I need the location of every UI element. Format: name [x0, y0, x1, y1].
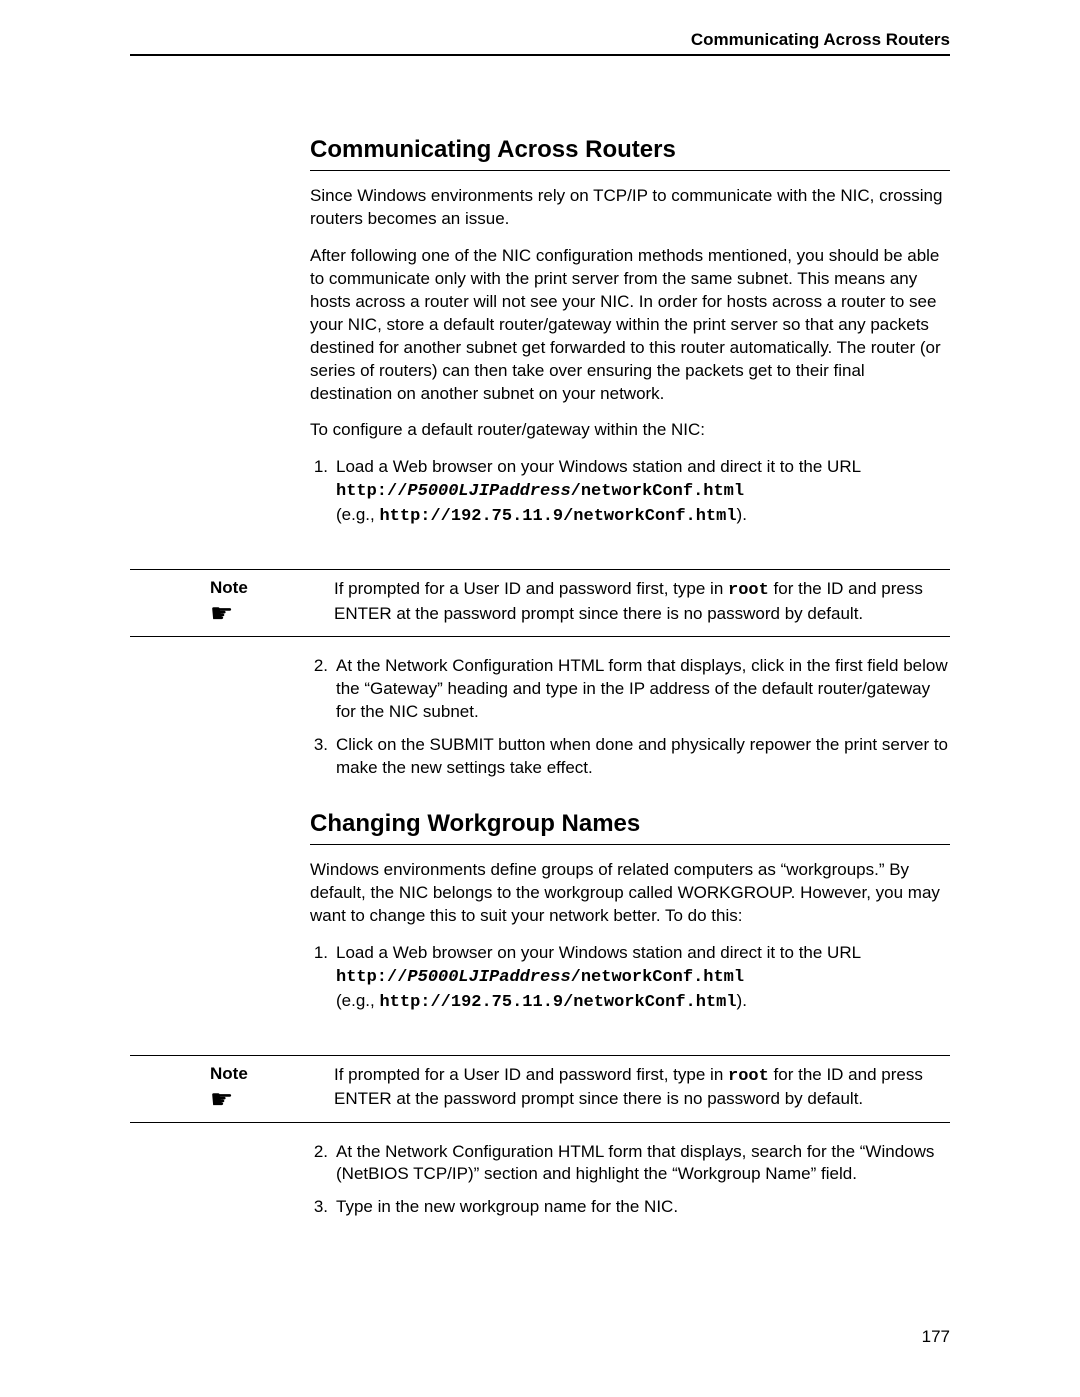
- text: If prompted for a User ID and password f…: [334, 1065, 728, 1084]
- text: (e.g.,: [336, 505, 379, 524]
- page-header: Communicating Across Routers: [130, 50, 950, 56]
- url-var: P5000LJIPaddress: [407, 482, 570, 501]
- point-hand-icon: ☛: [210, 1086, 310, 1112]
- step-2: 2. At the Network Configuration HTML for…: [310, 655, 950, 724]
- text: Load a Web browser on your Windows stati…: [336, 943, 860, 962]
- note-block: Note ☛ If prompted for a User ID and pas…: [130, 569, 950, 637]
- step-2: 2. At the Network Configuration HTML for…: [310, 1141, 950, 1187]
- paragraph: After following one of the NIC configura…: [310, 245, 950, 406]
- text: If prompted for a User ID and password f…: [334, 579, 728, 598]
- note-body: If prompted for a User ID and password f…: [310, 1064, 950, 1112]
- code-text: root: [728, 581, 769, 600]
- list-body: Click on the SUBMIT button when done and…: [336, 734, 950, 780]
- list-number: 1.: [310, 942, 336, 1015]
- list-body: Type in the new workgroup name for the N…: [336, 1196, 950, 1219]
- note-label: Note: [210, 1064, 310, 1084]
- running-title: Communicating Across Routers: [130, 30, 950, 54]
- code-text: root: [728, 1067, 769, 1086]
- list-body: At the Network Configuration HTML form t…: [336, 1141, 950, 1187]
- text: Load a Web browser on your Windows stati…: [336, 457, 860, 476]
- list-body: Load a Web browser on your Windows stati…: [336, 942, 950, 1015]
- paragraph: To configure a default router/gateway wi…: [310, 419, 950, 442]
- step-1: 1. Load a Web browser on your Windows st…: [310, 456, 950, 529]
- note-block: Note ☛ If prompted for a User ID and pas…: [130, 1055, 950, 1123]
- list-number: 3.: [310, 734, 336, 780]
- url-text: http://192.75.11.9/networkConf.html: [379, 993, 736, 1012]
- point-hand-icon: ☛: [210, 600, 310, 626]
- url-text: /networkConf.html: [571, 968, 744, 987]
- text: ).: [737, 991, 747, 1010]
- step-3: 3. Click on the SUBMIT button when done …: [310, 734, 950, 780]
- list-body: At the Network Configuration HTML form t…: [336, 655, 950, 724]
- paragraph: Since Windows environments rely on TCP/I…: [310, 185, 950, 231]
- page-number: 177: [922, 1327, 950, 1347]
- step-1: 1. Load a Web browser on your Windows st…: [310, 942, 950, 1015]
- list-number: 1.: [310, 456, 336, 529]
- note-body: If prompted for a User ID and password f…: [310, 578, 950, 626]
- text: (e.g.,: [336, 991, 379, 1010]
- url-text: http://192.75.11.9/networkConf.html: [379, 507, 736, 526]
- section-title-workgroup: Changing Workgroup Names: [310, 810, 950, 845]
- section-title-routers: Communicating Across Routers: [310, 136, 950, 171]
- list-number: 2.: [310, 655, 336, 724]
- note-label: Note: [210, 578, 310, 598]
- url-text: http://: [336, 968, 407, 987]
- paragraph: Windows environments define groups of re…: [310, 859, 950, 928]
- text: ).: [737, 505, 747, 524]
- url-var: P5000LJIPaddress: [407, 968, 570, 987]
- list-body: Load a Web browser on your Windows stati…: [336, 456, 950, 529]
- url-text: http://: [336, 482, 407, 501]
- list-number: 2.: [310, 1141, 336, 1187]
- step-3: 3. Type in the new workgroup name for th…: [310, 1196, 950, 1219]
- list-number: 3.: [310, 1196, 336, 1219]
- url-text: /networkConf.html: [571, 482, 744, 501]
